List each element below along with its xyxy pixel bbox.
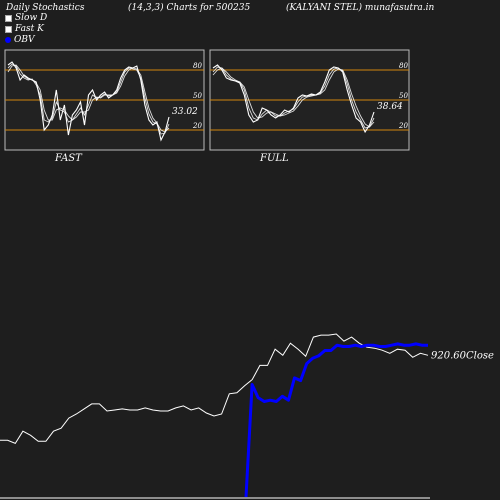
full-tick-label: 20 <box>398 122 408 130</box>
legend-obv-swatch-icon <box>5 37 11 43</box>
legend-fast-k: Fast K <box>5 24 44 34</box>
full-value-label: 38.64 <box>377 102 403 112</box>
legend-slow-d-swatch-icon <box>5 14 12 22</box>
company-label: (KALYANI STEL) munafasutra.in <box>286 3 435 13</box>
legend-fast-k-label: Fast K <box>15 24 44 34</box>
full-series-line <box>212 64 375 134</box>
legend-obv-label: OBV <box>14 35 35 45</box>
legend-fast-k-swatch-icon <box>5 25 12 33</box>
fast-series-line <box>7 61 170 142</box>
close-price-label: 920.60Close <box>431 350 494 361</box>
fast-series-line <box>7 64 170 133</box>
fast-tick-label: 20 <box>192 122 202 130</box>
full-tick-label: 80 <box>399 62 408 70</box>
fast-tick-label: 50 <box>193 92 202 100</box>
full-tick-label: 50 <box>399 92 408 100</box>
chart-title: Daily Stochastics <box>6 3 85 13</box>
fast-tick-label: 80 <box>193 62 202 70</box>
legend-slow-d: Slow D <box>5 13 47 23</box>
full-panel-label: FULL <box>259 153 289 164</box>
fast-value-label: 33.02 <box>172 107 198 117</box>
fast-series-line <box>7 63 170 135</box>
fast-panel-label: FAST <box>54 153 83 164</box>
full-series-line <box>212 67 375 128</box>
chart-params: (14,3,3) Charts for 500235 <box>128 3 251 13</box>
close-price-line <box>0 333 429 445</box>
obv-line <box>244 342 428 498</box>
legend-slow-d-label: Slow D <box>15 13 48 23</box>
legend-obv: OBV <box>5 35 35 45</box>
